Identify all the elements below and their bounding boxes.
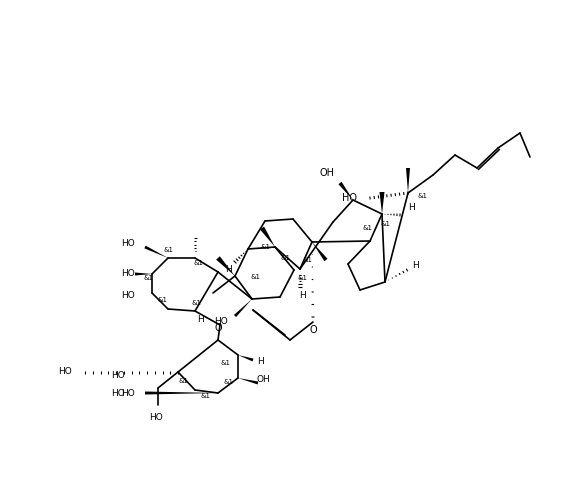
Polygon shape (406, 168, 410, 193)
Polygon shape (312, 242, 328, 261)
Text: &1: &1 (417, 193, 427, 199)
Text: &1: &1 (178, 378, 188, 384)
Text: HO: HO (342, 193, 357, 203)
Polygon shape (260, 227, 275, 247)
Text: HO: HO (111, 370, 125, 380)
Text: H: H (408, 203, 415, 213)
Text: &1: &1 (163, 247, 173, 253)
Polygon shape (216, 256, 235, 276)
Text: &1: &1 (191, 300, 201, 306)
Text: HO: HO (121, 388, 135, 398)
Text: H: H (411, 261, 418, 270)
Text: &1: &1 (193, 260, 203, 266)
Text: &1: &1 (260, 244, 270, 250)
Text: OH: OH (319, 168, 334, 178)
Text: H: H (257, 357, 264, 367)
Polygon shape (145, 392, 218, 395)
Text: HO: HO (149, 412, 163, 422)
Text: &1: &1 (143, 275, 153, 281)
Text: &1: &1 (380, 221, 390, 227)
Polygon shape (135, 272, 152, 275)
Text: H: H (225, 266, 231, 274)
Text: &1: &1 (157, 297, 167, 303)
Text: HO: HO (121, 240, 135, 248)
Text: &1: &1 (250, 274, 260, 280)
Polygon shape (339, 182, 353, 200)
Polygon shape (238, 378, 258, 384)
Text: OH: OH (256, 375, 270, 384)
Text: &1: &1 (297, 275, 307, 281)
Polygon shape (144, 246, 168, 258)
Polygon shape (234, 299, 252, 317)
Text: HO: HO (111, 388, 125, 398)
Text: &1: &1 (220, 360, 230, 366)
Text: &1: &1 (200, 393, 210, 399)
Text: HO: HO (121, 290, 135, 299)
Text: HO: HO (214, 317, 228, 327)
Text: HO: HO (58, 368, 72, 377)
Polygon shape (379, 192, 384, 214)
Text: &1: &1 (362, 225, 372, 231)
Text: H: H (197, 314, 203, 324)
Text: H: H (299, 292, 305, 300)
Text: &1: &1 (280, 255, 290, 261)
Text: HO: HO (121, 270, 135, 279)
Text: O: O (309, 325, 317, 335)
Text: &1: &1 (223, 379, 233, 385)
Polygon shape (238, 355, 253, 361)
Text: &1: &1 (302, 257, 312, 263)
Text: O: O (214, 323, 222, 333)
